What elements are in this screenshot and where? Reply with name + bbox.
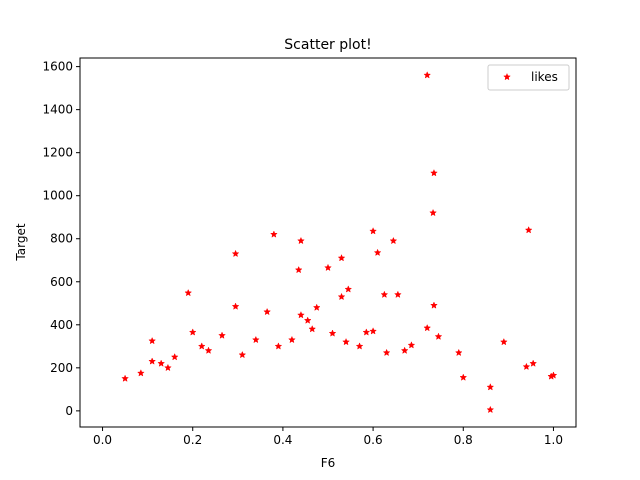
y-tick-label: 200 xyxy=(50,361,73,375)
data-point xyxy=(157,359,166,367)
data-point xyxy=(454,348,463,357)
data-point xyxy=(328,329,337,337)
data-point xyxy=(362,328,371,336)
data-point xyxy=(288,335,296,344)
data-point xyxy=(231,302,240,310)
y-axis-label: Target xyxy=(14,223,28,261)
data-point xyxy=(148,336,157,345)
data-point xyxy=(407,341,416,349)
data-point xyxy=(238,350,247,359)
data-point xyxy=(188,328,197,336)
data-point xyxy=(430,169,438,177)
data-point xyxy=(337,254,346,262)
data-point xyxy=(429,208,437,217)
y-tick-label: 1400 xyxy=(42,103,73,117)
data-point xyxy=(423,323,432,332)
data-point xyxy=(294,265,303,274)
x-tick-label: 0.4 xyxy=(273,433,292,447)
plot-area-frame xyxy=(79,57,577,428)
y-tick-label: 1600 xyxy=(42,60,73,74)
legend: likes xyxy=(487,64,570,91)
legend-marker xyxy=(503,72,511,81)
data-point xyxy=(369,227,377,235)
y-tick-label: 800 xyxy=(50,232,73,246)
x-tick-label: 1.0 xyxy=(544,433,563,447)
data-point xyxy=(369,327,377,335)
data-point xyxy=(324,263,332,272)
data-point xyxy=(121,374,129,382)
x-tick-label: 0.0 xyxy=(93,433,112,447)
legend-box xyxy=(487,64,570,91)
data-point xyxy=(342,337,350,346)
data-point xyxy=(459,373,468,381)
data-point xyxy=(547,372,556,380)
data-point xyxy=(164,363,172,372)
data-point xyxy=(486,405,495,414)
data-point xyxy=(184,288,193,297)
data-point xyxy=(486,383,495,391)
data-point xyxy=(308,325,317,333)
data-point xyxy=(389,236,398,245)
x-tick-label: 0.8 xyxy=(454,433,473,447)
data-point xyxy=(274,342,283,350)
y-tick-label: 600 xyxy=(50,275,73,289)
data-point xyxy=(137,369,145,377)
y-tick-label: 1200 xyxy=(42,146,73,160)
data-point xyxy=(355,342,364,350)
data-point xyxy=(251,335,260,344)
points-layer xyxy=(121,71,558,414)
data-point xyxy=(218,331,226,339)
data-point xyxy=(400,346,409,354)
data-point xyxy=(430,301,438,309)
data-point xyxy=(303,316,312,324)
data-point xyxy=(423,71,432,79)
data-point xyxy=(263,307,271,316)
chart-title: Scatter plot! xyxy=(284,37,371,53)
y-tick-label: 1000 xyxy=(42,189,73,203)
data-point xyxy=(373,248,382,257)
data-point xyxy=(434,332,443,340)
y-axis: 0 200 400 600 800 1000 1200 1400 1600 xyxy=(42,60,80,418)
data-point xyxy=(522,362,531,371)
data-point xyxy=(344,285,353,293)
data-point xyxy=(270,230,278,238)
data-point xyxy=(148,357,157,365)
x-axis-label: F6 xyxy=(321,456,336,470)
data-point xyxy=(382,348,391,357)
y-tick-label: 400 xyxy=(50,318,73,332)
data-point xyxy=(170,352,179,361)
x-tick-label: 0.6 xyxy=(364,433,383,447)
data-point xyxy=(394,290,402,298)
data-point xyxy=(312,303,321,311)
legend-label: likes xyxy=(531,70,558,84)
data-point xyxy=(297,311,305,319)
data-point xyxy=(380,290,389,298)
data-point xyxy=(197,342,206,350)
data-point xyxy=(204,346,213,354)
y-tick-label: 0 xyxy=(65,404,73,418)
x-tick-label: 0.2 xyxy=(183,433,202,447)
data-point xyxy=(231,249,240,258)
data-point xyxy=(499,337,508,346)
data-point xyxy=(337,292,346,301)
data-point xyxy=(524,226,533,234)
x-axis: 0.0 0.2 0.4 0.6 0.8 1.0 xyxy=(93,427,563,447)
data-point xyxy=(529,359,538,367)
data-point xyxy=(297,236,305,245)
